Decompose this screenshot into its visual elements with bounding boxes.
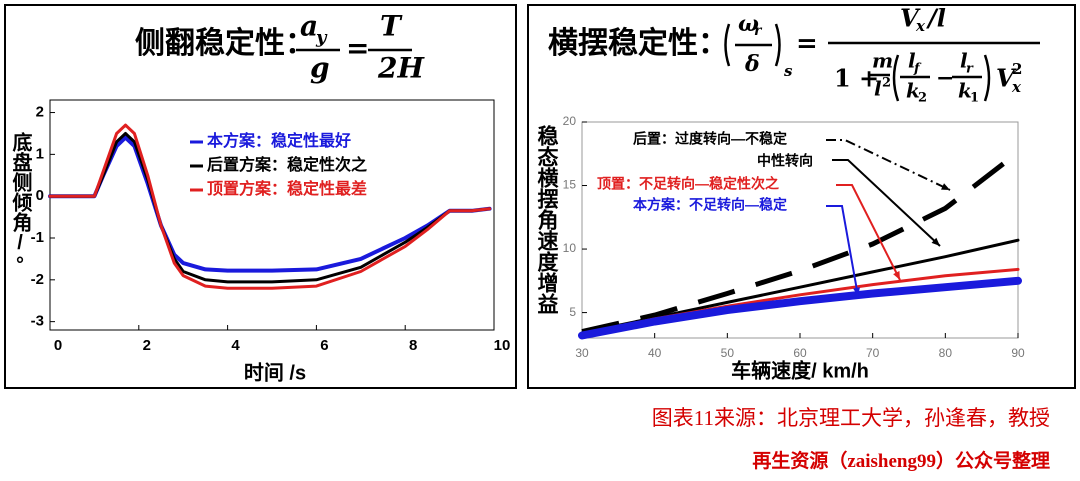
formula-token: l — [874, 77, 882, 101]
formula-token: /l — [926, 4, 946, 33]
series-annotation: 后置：过度转向—不稳定 — [633, 131, 787, 147]
formula-token: r — [754, 23, 763, 39]
y-tick-label: 10 — [563, 241, 577, 255]
series-annotation: 顶置：不足转向—稳定性次之 — [597, 176, 779, 192]
credit-note: 再生资源（zaisheng99）公众号整理 — [752, 451, 1050, 472]
series-annotation: 本方案：不足转向—稳定 — [633, 197, 787, 213]
formula-token: k — [906, 79, 920, 103]
formula-token: 1 — [970, 91, 979, 106]
x-axis-label: 时间 /s — [244, 361, 306, 384]
arrow-head — [931, 237, 940, 246]
formula-token: 2 — [882, 76, 891, 91]
y-axis-label: 稳态横摆角速度增益 — [535, 125, 558, 314]
y-tick-label: 0 — [36, 187, 44, 204]
arrow-head — [941, 183, 950, 190]
x-tick-label: 2 — [143, 337, 151, 354]
x-tick-label: 80 — [939, 346, 953, 360]
formula-token: = — [796, 29, 818, 59]
formula-token: 2 — [1012, 60, 1022, 78]
formula-token: − — [936, 65, 954, 91]
y-tick-label: 2 — [36, 104, 44, 121]
series-line — [48, 123, 492, 290]
formula-token: k — [958, 79, 972, 103]
series-annotation: 中性转向 — [757, 153, 813, 169]
formula-token: V — [900, 4, 921, 33]
annotation-arrow — [832, 159, 941, 247]
x-tick-label: 70 — [866, 346, 880, 360]
series-line — [48, 132, 492, 284]
series-line — [578, 276, 1022, 340]
legend-label: 顶置方案：稳定性最差 — [207, 179, 367, 198]
x-tick-label: 60 — [793, 346, 807, 360]
y-tick-label: 1 — [36, 145, 44, 162]
formula-token: a — [300, 10, 318, 43]
formula-token: x — [915, 17, 926, 35]
y-axis-label: 底盘侧倾角/° — [9, 132, 31, 276]
y-tick-label: 20 — [563, 114, 577, 128]
source-note: 图表11来源：北京理工大学，孙逢春，教授 — [651, 406, 1050, 430]
formula-token: y — [315, 27, 328, 48]
formula-token: 2H — [377, 52, 425, 85]
legend-label: 后置方案：稳定性次之 — [207, 155, 367, 174]
formula-token: 1 + — [834, 64, 879, 93]
x-tick-label: 10 — [494, 337, 511, 354]
y-tick-label: -2 — [31, 271, 44, 288]
x-tick-label: 0 — [54, 337, 62, 354]
formula-token: δ — [744, 51, 760, 77]
formula-token: f — [913, 62, 922, 77]
formula-token: 2 — [918, 91, 927, 106]
x-tick-label: 30 — [575, 346, 589, 360]
annotation-arrow — [826, 205, 859, 297]
x-tick-label: 50 — [721, 346, 735, 360]
x-tick-label: 40 — [648, 346, 662, 360]
formula-token: = — [346, 32, 369, 65]
y-tick-label: -3 — [31, 313, 44, 330]
y-tick-label: 5 — [569, 305, 576, 319]
x-tick-label: 90 — [1011, 346, 1025, 360]
x-axis-label: 车辆速度/ km/h — [731, 358, 869, 382]
annotation-arrow — [836, 184, 901, 281]
series-line — [581, 150, 1020, 335]
legend-label: 本方案：稳定性最好 — [207, 131, 351, 150]
formula-token: g — [310, 52, 330, 85]
x-tick-label: 4 — [231, 337, 240, 354]
y-tick-label: 15 — [563, 178, 577, 192]
formula-token: s — [784, 62, 793, 80]
annotation-arrow — [826, 139, 951, 191]
formula-token: m — [872, 49, 893, 73]
chart-title: 侧翻稳定性： — [135, 26, 315, 60]
formula-token: r — [966, 62, 974, 77]
formula-token: x — [1011, 78, 1022, 96]
formula-token: l — [908, 49, 916, 73]
x-tick-label: 8 — [409, 337, 417, 354]
formula-token: l — [960, 49, 968, 73]
formula-token: ω — [738, 11, 759, 37]
panel-border — [4, 4, 517, 389]
panel-border — [527, 4, 1076, 389]
arrow-head — [893, 271, 900, 280]
formula-token: T — [380, 10, 403, 43]
y-tick-label: -1 — [31, 229, 44, 246]
formula-lines — [296, 23, 1040, 102]
arrow-head — [853, 287, 860, 296]
x-tick-label: 6 — [320, 337, 328, 354]
formula-token: V — [996, 64, 1017, 93]
chart-title: 横摆稳定性： — [548, 26, 728, 60]
